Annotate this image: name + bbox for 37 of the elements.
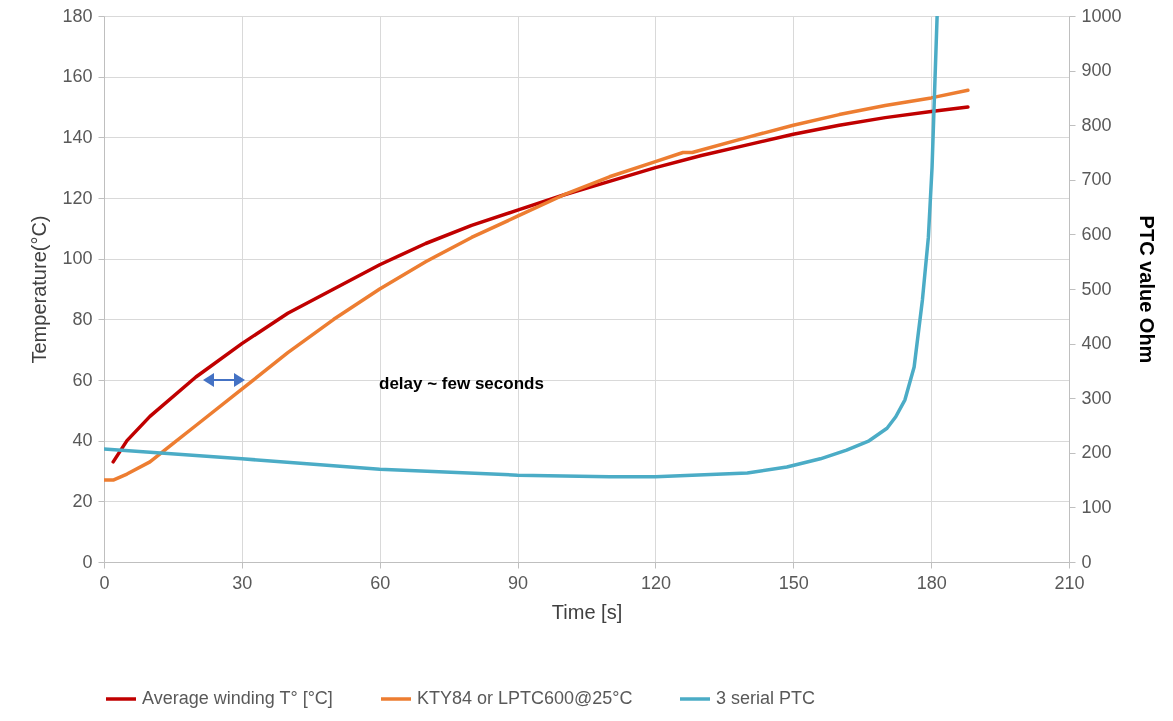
y-tick-label: 140	[62, 126, 93, 147]
y2-tick-label: 1000	[1081, 5, 1122, 26]
y-axis-title: Temperature(°C)	[28, 215, 51, 364]
y-tick-label: 0	[82, 551, 93, 572]
y2-tick-label: 600	[1081, 223, 1112, 244]
y-tick-label: 160	[62, 66, 93, 87]
y2-tick-label: 0	[1081, 551, 1092, 572]
x-tick-label: 0	[99, 572, 110, 593]
legend-label: KTY84 or LPTC600@25°C	[417, 688, 633, 708]
x-tick-label: 30	[232, 572, 253, 593]
y2-tick-label: 800	[1081, 114, 1112, 135]
y-tick-label: 60	[72, 369, 93, 390]
y2-tick-label: 300	[1081, 387, 1112, 408]
x-axis-title: Time [s]	[551, 600, 623, 623]
x-tick-label: 210	[1054, 572, 1085, 593]
y-tick-label: 180	[62, 5, 93, 26]
y2-tick-label: 400	[1081, 333, 1112, 354]
x-tick-label: 90	[508, 572, 529, 593]
x-tick-label: 180	[916, 572, 947, 593]
y-tick-label: 40	[72, 430, 93, 451]
y-tick-label: 80	[72, 308, 93, 329]
x-tick-label: 120	[640, 572, 671, 593]
legend-label: 3 serial PTC	[716, 688, 816, 708]
line-series	[104, 16, 939, 479]
x-tick-label: 150	[778, 572, 809, 593]
annotation: delay ~ few seconds	[379, 374, 544, 393]
y-tick-label: 100	[62, 248, 93, 269]
y2-tick-label: 200	[1081, 442, 1112, 463]
y2-tick-label: 900	[1081, 60, 1112, 81]
y-tick-label: 20	[72, 490, 93, 511]
legend-label: Average winding T° [°C]	[142, 688, 333, 708]
y2-tick-label: 100	[1081, 496, 1112, 517]
y2-tick-label: 700	[1081, 169, 1112, 190]
y2-axis-title: PTC value Ohm	[1135, 215, 1158, 364]
y2-tick-label: 500	[1081, 278, 1112, 299]
x-tick-label: 60	[370, 572, 391, 593]
y-tick-label: 120	[62, 187, 93, 208]
